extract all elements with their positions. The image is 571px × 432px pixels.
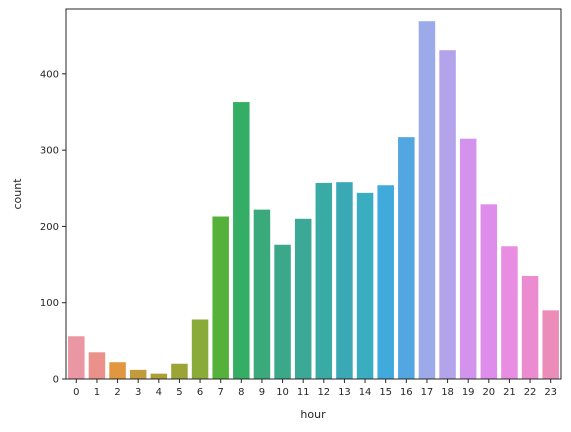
bar-hour-19 [459,138,477,379]
bar-hour-16 [398,137,415,379]
bar-hour-21 [501,246,518,379]
bar-hour-12 [315,182,333,379]
x-tick-label: 2 [114,387,120,398]
x-tick-label: 8 [238,387,244,398]
x-tick-label: 21 [503,387,516,398]
x-tick-label: 0 [73,387,79,398]
bar-hour-0 [68,336,85,379]
bar-hour-17 [418,21,436,380]
x-tick-label: 9 [259,387,265,398]
bar-hour-8 [233,102,250,379]
y-tick-label: 200 [40,222,59,233]
y-tick-label: 300 [40,146,59,157]
bar-hour-15 [377,185,394,379]
bar-hour-5 [171,363,188,379]
bar-hour-22 [521,276,539,379]
bar-hour-1 [88,352,106,379]
x-tick-label: 19 [462,387,475,398]
y-tick-label: 0 [53,375,59,386]
y-tick-label: 400 [40,69,59,80]
bar-hour-11 [294,218,312,379]
x-tick-label: 13 [338,387,351,398]
y-tick-label: 100 [40,298,59,309]
bar-hour-7 [212,216,229,379]
x-tick-label: 16 [400,387,413,398]
bar-hour-20 [480,204,498,379]
x-tick-label: 15 [379,387,392,398]
y-axis: 0 100 200 300 400 [40,69,66,386]
x-axis: 0 1 2 3 4 5 6 7 8 9 10 11 12 13 14 15 16 17 18 19 20 21 22 23 [73,379,557,398]
bar-hour-9 [253,209,271,379]
x-tick-label: 23 [544,387,557,398]
x-tick-label: 1 [94,387,100,398]
bars-group [68,21,559,380]
bar-hour-2 [109,362,126,379]
x-tick-label: 22 [524,387,537,398]
bar-hour-6 [191,319,209,379]
x-tick-label: 5 [176,387,182,398]
x-tick-label: 12 [317,387,330,398]
x-tick-label: 20 [482,387,495,398]
bar-hour-18 [439,50,456,379]
x-tick-label: 3 [135,387,141,398]
x-tick-label: 14 [359,387,372,398]
bar-hour-4 [150,373,168,379]
bar-hour-3 [129,369,147,379]
bar-hour-23 [542,310,559,379]
x-tick-label: 7 [218,387,224,398]
x-tick-label: 18 [441,387,454,398]
x-tick-label: 11 [297,387,310,398]
x-tick-label: 6 [197,387,203,398]
bar-hour-10 [274,244,291,379]
bar-hour-13 [336,182,353,379]
x-tick-label: 10 [276,387,289,398]
y-axis-label: count [11,178,24,210]
x-tick-label: 17 [421,387,434,398]
x-tick-label: 4 [156,387,162,398]
bar-hour-14 [356,192,374,379]
x-axis-label: hour [300,408,326,421]
plot-frame [65,8,562,380]
